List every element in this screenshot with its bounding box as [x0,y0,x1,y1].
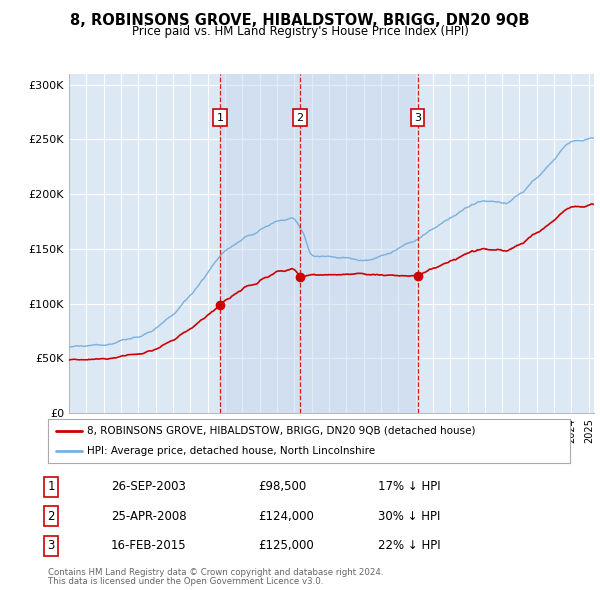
Text: 1: 1 [47,480,55,493]
Bar [220,74,299,413]
Text: 22% ↓ HPI: 22% ↓ HPI [378,539,440,552]
Text: Contains HM Land Registry data © Crown copyright and database right 2024.: Contains HM Land Registry data © Crown c… [48,568,383,577]
Text: 8, ROBINSONS GROVE, HIBALDSTOW, BRIGG, DN20 9QB (detached house): 8, ROBINSONS GROVE, HIBALDSTOW, BRIGG, D… [87,426,476,436]
Text: 17% ↓ HPI: 17% ↓ HPI [378,480,440,493]
Text: 26-SEP-2003: 26-SEP-2003 [111,480,186,493]
Text: 25-APR-2008: 25-APR-2008 [111,510,187,523]
Text: 30% ↓ HPI: 30% ↓ HPI [378,510,440,523]
Text: 2: 2 [47,510,55,523]
Text: £124,000: £124,000 [258,510,314,523]
Text: £125,000: £125,000 [258,539,314,552]
Text: 1: 1 [217,113,224,123]
Text: Price paid vs. HM Land Registry's House Price Index (HPI): Price paid vs. HM Land Registry's House … [131,25,469,38]
Text: 16-FEB-2015: 16-FEB-2015 [111,539,187,552]
Text: 2: 2 [296,113,303,123]
Text: £98,500: £98,500 [258,480,306,493]
Bar [299,74,418,413]
Text: 3: 3 [414,113,421,123]
Text: 3: 3 [47,539,55,552]
Text: HPI: Average price, detached house, North Lincolnshire: HPI: Average price, detached house, Nort… [87,446,375,456]
Text: 8, ROBINSONS GROVE, HIBALDSTOW, BRIGG, DN20 9QB: 8, ROBINSONS GROVE, HIBALDSTOW, BRIGG, D… [70,13,530,28]
Text: This data is licensed under the Open Government Licence v3.0.: This data is licensed under the Open Gov… [48,577,323,586]
